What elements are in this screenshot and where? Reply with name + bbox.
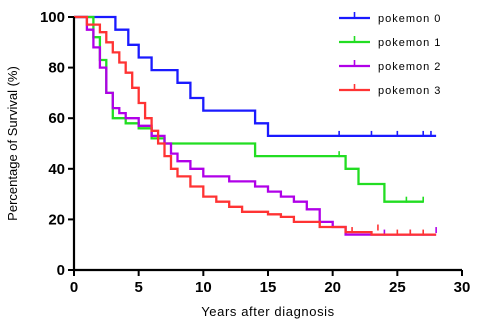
series-2 bbox=[74, 17, 436, 236]
legend-label-2: pokemon 2 bbox=[378, 61, 441, 73]
legend-item-1: pokemon 1 bbox=[339, 36, 441, 49]
legend-label-3: pokemon 3 bbox=[378, 85, 441, 97]
legend-label-1: pokemon 1 bbox=[378, 37, 441, 49]
x-tick-label-25: 25 bbox=[389, 279, 406, 296]
x-tick-label-5: 5 bbox=[134, 279, 142, 296]
x-axis-title: Years after diagnosis bbox=[201, 304, 335, 319]
legend-item-2: pokemon 2 bbox=[339, 60, 441, 73]
y-tick-label-20: 20 bbox=[48, 211, 65, 228]
x-tick-label-30: 30 bbox=[454, 279, 471, 296]
series-line-1 bbox=[74, 17, 423, 202]
series-layer bbox=[74, 17, 436, 236]
series-3 bbox=[74, 17, 436, 236]
legend: pokemon 0 pokemon 1 pokemon 2 pokemon 3 bbox=[339, 12, 441, 97]
x-tick-label-15: 15 bbox=[260, 279, 277, 296]
x-tick-label-20: 20 bbox=[324, 279, 341, 296]
legend-label-0: pokemon 0 bbox=[378, 13, 441, 25]
y-tick-label-0: 0 bbox=[57, 262, 65, 279]
y-axis-title: Percentage of Survival (%) bbox=[5, 66, 20, 221]
legend-item-0: pokemon 0 bbox=[339, 12, 441, 25]
x-tick-label-0: 0 bbox=[70, 279, 78, 296]
x-tick-label-10: 10 bbox=[195, 279, 212, 296]
y-tick-label-100: 100 bbox=[40, 9, 65, 26]
y-tick-label-80: 80 bbox=[48, 60, 65, 77]
legend-item-3: pokemon 3 bbox=[339, 84, 441, 97]
y-tick-label-40: 40 bbox=[48, 161, 65, 178]
y-tick-label-60: 60 bbox=[48, 110, 65, 127]
series-line-2 bbox=[74, 17, 436, 235]
series-line-3 bbox=[74, 17, 436, 235]
